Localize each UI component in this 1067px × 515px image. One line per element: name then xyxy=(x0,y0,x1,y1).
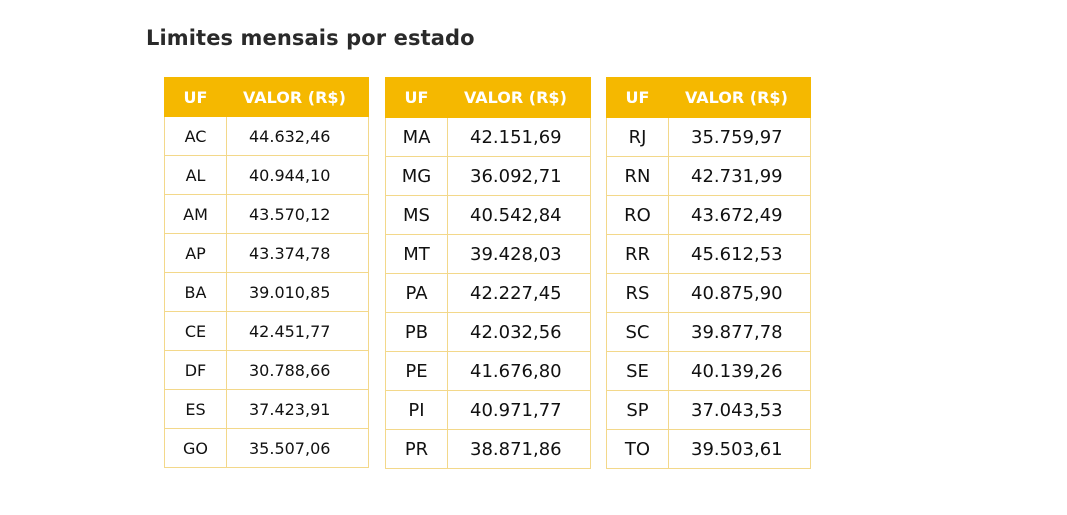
table-row: AL 40.944,10 xyxy=(164,155,369,195)
uf-cell: AM xyxy=(164,194,227,234)
uf-cell: MA xyxy=(385,117,448,157)
table-row: SC 39.877,78 xyxy=(606,312,811,352)
valor-cell: 37.043,53 xyxy=(668,390,811,430)
uf-cell: PA xyxy=(385,273,448,313)
table-row: PA 42.227,45 xyxy=(385,273,591,313)
valor-cell: 42.151,69 xyxy=(447,117,591,157)
uf-cell: PI xyxy=(385,390,448,430)
valor-cell: 35.507,06 xyxy=(226,428,369,468)
header-valor: VALOR (R$) xyxy=(447,77,591,118)
table-header-row: UF VALOR (R$) xyxy=(164,77,369,117)
table-row: PE 41.676,80 xyxy=(385,351,591,391)
uf-cell: BA xyxy=(164,272,227,312)
uf-cell: MT xyxy=(385,234,448,274)
table-row: RR 45.612,53 xyxy=(606,234,811,274)
valor-cell: 39.503,61 xyxy=(668,429,811,469)
valor-cell: 40.139,26 xyxy=(668,351,811,391)
valor-cell: 43.672,49 xyxy=(668,195,811,235)
uf-cell: PR xyxy=(385,429,448,469)
table-row: SP 37.043,53 xyxy=(606,390,811,430)
limits-table-2: UF VALOR (R$) MA 42.151,69 MG 36.092,71 MS… xyxy=(385,77,591,469)
table-row: TO 39.503,61 xyxy=(606,429,811,469)
limits-table-1: UF VALOR (R$) AC 44.632,46 AL 40.944,10 AM… xyxy=(164,77,369,468)
header-valor: VALOR (R$) xyxy=(226,77,369,117)
uf-cell: AP xyxy=(164,233,227,273)
uf-cell: SP xyxy=(606,390,669,430)
table-row: RN 42.731,99 xyxy=(606,156,811,196)
valor-cell: 36.092,71 xyxy=(447,156,591,196)
valor-cell: 43.570,12 xyxy=(226,194,369,234)
table-row: AC 44.632,46 xyxy=(164,116,369,156)
valor-cell: 37.423,91 xyxy=(226,389,369,429)
table-row: AP 43.374,78 xyxy=(164,233,369,273)
uf-cell: RJ xyxy=(606,117,669,157)
header-uf: UF xyxy=(385,77,448,118)
valor-cell: 39.428,03 xyxy=(447,234,591,274)
header-uf: UF xyxy=(164,77,227,117)
uf-cell: CE xyxy=(164,311,227,351)
valor-cell: 42.032,56 xyxy=(447,312,591,352)
table-row: ES 37.423,91 xyxy=(164,389,369,429)
table-row: MA 42.151,69 xyxy=(385,117,591,157)
table-row: DF 30.788,66 xyxy=(164,350,369,390)
valor-cell: 42.731,99 xyxy=(668,156,811,196)
uf-cell: AC xyxy=(164,116,227,156)
valor-cell: 40.944,10 xyxy=(226,155,369,195)
uf-cell: RR xyxy=(606,234,669,274)
page-title: Limites mensais por estado xyxy=(146,26,475,50)
table-row: GO 35.507,06 xyxy=(164,428,369,468)
valor-cell: 35.759,97 xyxy=(668,117,811,157)
table-row: BA 39.010,85 xyxy=(164,272,369,312)
valor-cell: 39.877,78 xyxy=(668,312,811,352)
table-header-row: UF VALOR (R$) xyxy=(606,77,811,118)
uf-cell: RO xyxy=(606,195,669,235)
valor-cell: 44.632,46 xyxy=(226,116,369,156)
uf-cell: MS xyxy=(385,195,448,235)
valor-cell: 30.788,66 xyxy=(226,350,369,390)
uf-cell: ES xyxy=(164,389,227,429)
table-row: SE 40.139,26 xyxy=(606,351,811,391)
valor-cell: 40.875,90 xyxy=(668,273,811,313)
uf-cell: PE xyxy=(385,351,448,391)
table-row: RJ 35.759,97 xyxy=(606,117,811,157)
uf-cell: SE xyxy=(606,351,669,391)
uf-cell: AL xyxy=(164,155,227,195)
uf-cell: PB xyxy=(385,312,448,352)
uf-cell: RS xyxy=(606,273,669,313)
uf-cell: MG xyxy=(385,156,448,196)
table-row: PR 38.871,86 xyxy=(385,429,591,469)
uf-cell: DF xyxy=(164,350,227,390)
table-row: MS 40.542,84 xyxy=(385,195,591,235)
table-row: AM 43.570,12 xyxy=(164,194,369,234)
table-row: MT 39.428,03 xyxy=(385,234,591,274)
table-row: RS 40.875,90 xyxy=(606,273,811,313)
uf-cell: GO xyxy=(164,428,227,468)
valor-cell: 43.374,78 xyxy=(226,233,369,273)
table-row: MG 36.092,71 xyxy=(385,156,591,196)
header-uf: UF xyxy=(606,77,669,118)
table-row: CE 42.451,77 xyxy=(164,311,369,351)
valor-cell: 45.612,53 xyxy=(668,234,811,274)
uf-cell: SC xyxy=(606,312,669,352)
valor-cell: 42.227,45 xyxy=(447,273,591,313)
valor-cell: 41.676,80 xyxy=(447,351,591,391)
valor-cell: 40.971,77 xyxy=(447,390,591,430)
valor-cell: 39.010,85 xyxy=(226,272,369,312)
valor-cell: 40.542,84 xyxy=(447,195,591,235)
uf-cell: RN xyxy=(606,156,669,196)
table-row: RO 43.672,49 xyxy=(606,195,811,235)
uf-cell: TO xyxy=(606,429,669,469)
table-header-row: UF VALOR (R$) xyxy=(385,77,591,118)
header-valor: VALOR (R$) xyxy=(668,77,811,118)
valor-cell: 38.871,86 xyxy=(447,429,591,469)
table-row: PI 40.971,77 xyxy=(385,390,591,430)
table-row: PB 42.032,56 xyxy=(385,312,591,352)
limits-table-3: UF VALOR (R$) RJ 35.759,97 RN 42.731,99 RO… xyxy=(606,77,811,469)
valor-cell: 42.451,77 xyxy=(226,311,369,351)
